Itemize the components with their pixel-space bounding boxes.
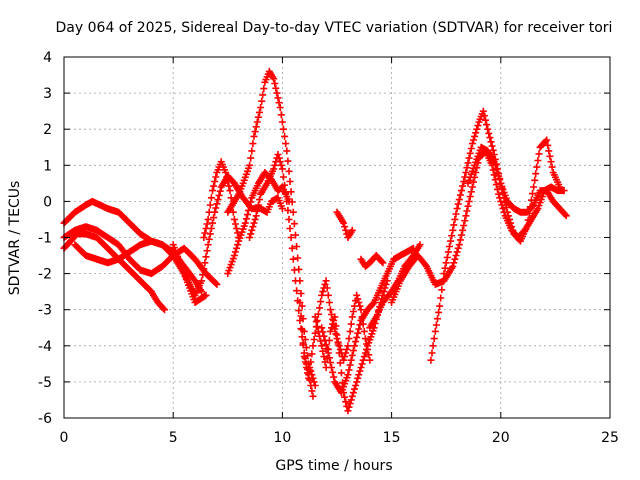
data-point-markers <box>200 158 243 241</box>
chart-title: Day 064 of 2025, Sidereal Day-to-day VTE… <box>56 20 613 36</box>
series-arc-f <box>200 158 243 241</box>
y-tick-label: -2 <box>38 267 52 283</box>
y-axis-label: SDTVAR / TECUs <box>7 181 23 296</box>
data-point-markers <box>246 151 317 400</box>
x-tick-label: 5 <box>169 430 178 446</box>
data-series <box>60 67 570 415</box>
y-tick-label: 0 <box>43 194 52 210</box>
x-axis-label: GPS time / hours <box>275 458 392 474</box>
y-tick-label: -6 <box>38 411 52 427</box>
y-tick-label: -1 <box>38 231 52 247</box>
x-tick-label: 15 <box>383 430 401 446</box>
y-tick-label: 3 <box>43 86 52 102</box>
data-point-markers <box>318 244 417 397</box>
series-arc-h <box>224 67 319 389</box>
series-arc-q <box>464 143 570 220</box>
y-tick-label: -5 <box>38 375 52 391</box>
data-point-markers <box>464 143 570 220</box>
axis-ticks: 0 5 10 15 20 25 -6 -5 -4 -3 -2 -1 0 1 2 3 4 <box>38 50 619 446</box>
data-point-markers <box>169 172 286 299</box>
data-point-markers <box>357 252 387 270</box>
y-tick-label: 1 <box>43 158 52 174</box>
series-arc-m <box>333 208 356 241</box>
x-tick-label: 10 <box>273 430 291 446</box>
x-tick-label: 20 <box>492 430 510 446</box>
series-arc-l <box>318 244 417 397</box>
data-point-markers <box>333 208 356 241</box>
x-tick-label: 0 <box>60 430 69 446</box>
y-tick-label: 2 <box>43 122 52 138</box>
series-arc-i <box>246 151 317 400</box>
y-tick-label: -3 <box>38 303 52 319</box>
series-arc-r <box>357 252 387 270</box>
y-tick-label: 4 <box>43 50 52 66</box>
x-tick-label: 25 <box>601 430 619 446</box>
y-tick-label: -4 <box>38 339 52 355</box>
series-arc-e <box>169 172 286 299</box>
data-point-markers <box>224 67 319 389</box>
